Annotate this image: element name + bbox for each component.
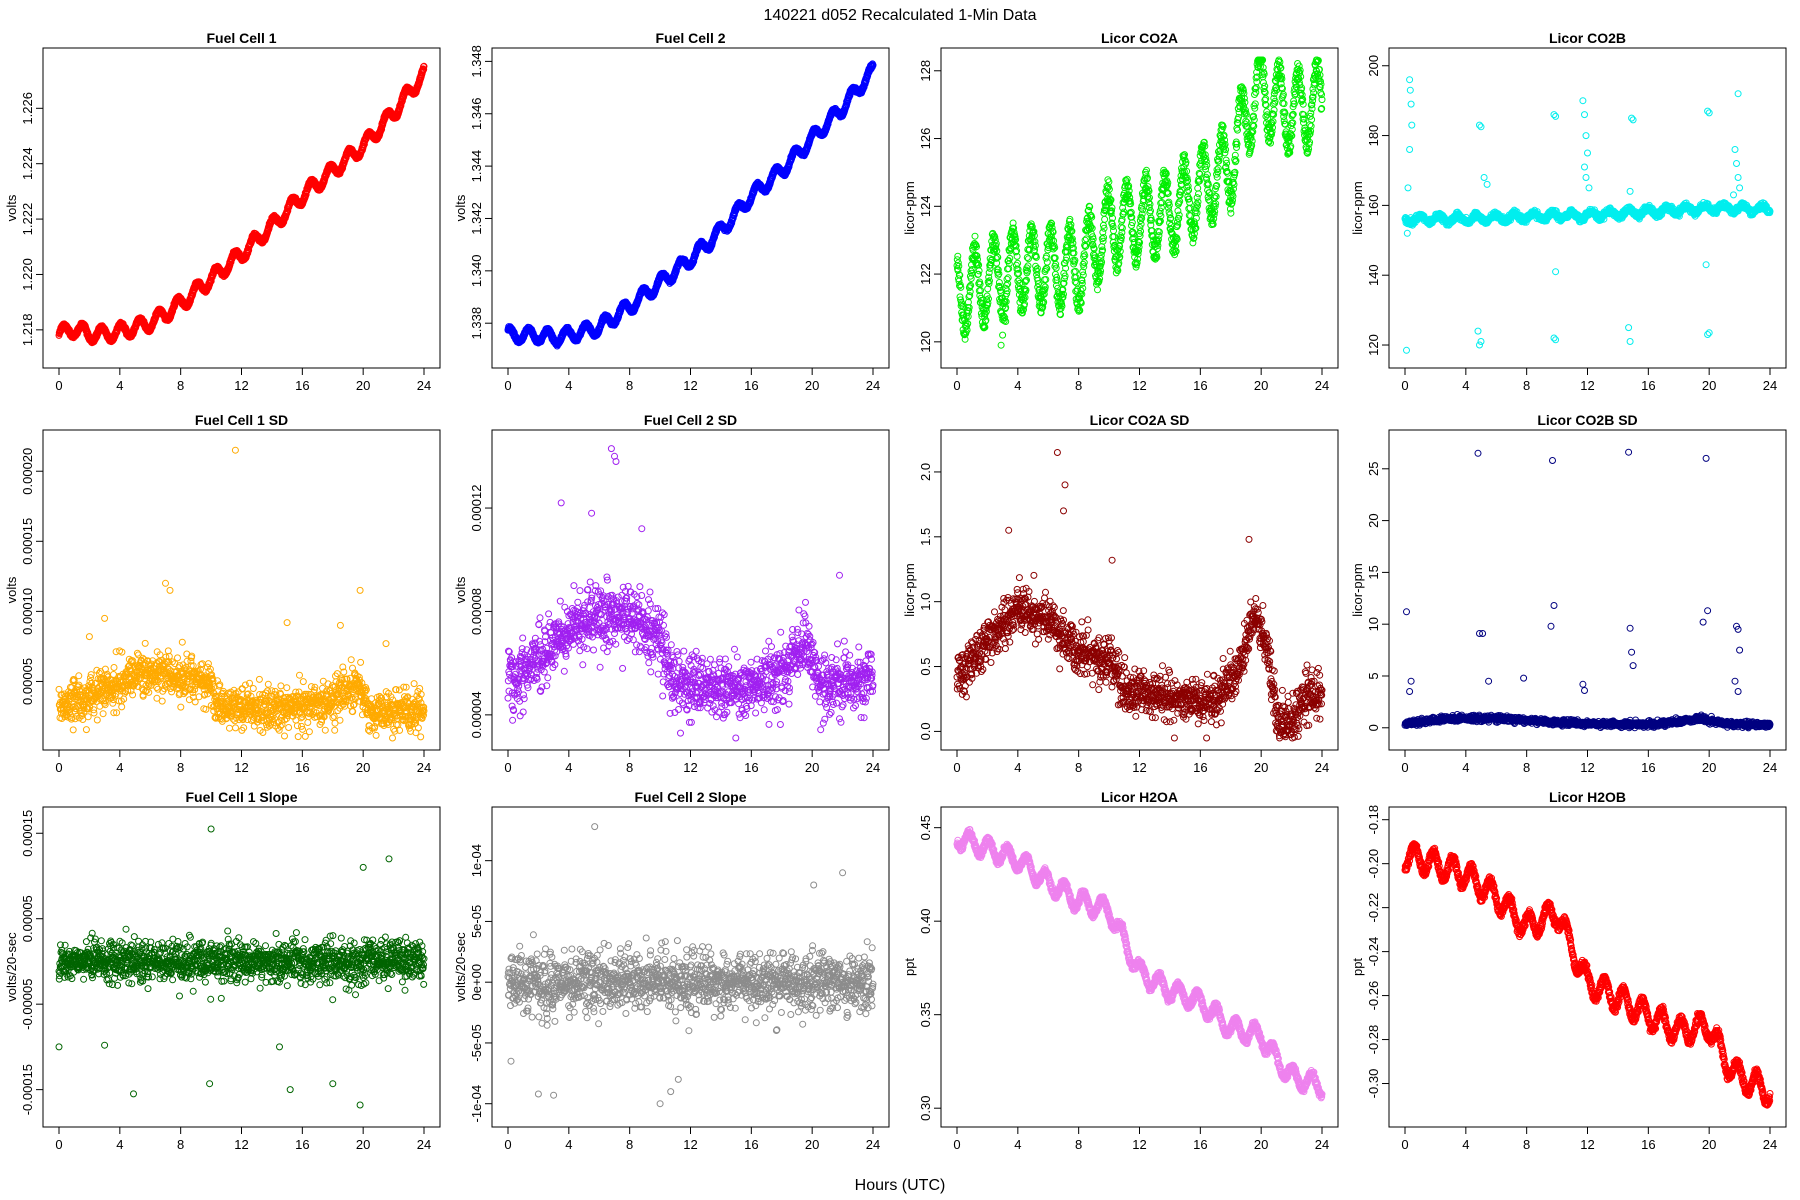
- data-points: [55, 62, 428, 347]
- y-axis-label: volts: [453, 194, 468, 221]
- x-tick-label: 8: [177, 378, 184, 393]
- y-tick-label: 122: [918, 263, 933, 285]
- y-axis: 1.338 1.340 1.342 1.344 1.346 1.348: [469, 45, 492, 339]
- x-tick-label: 24: [417, 378, 431, 393]
- y-tick-label: 1.218: [20, 314, 35, 347]
- data-point: [971, 232, 979, 240]
- data-point: [1251, 100, 1259, 108]
- data-point: [1014, 259, 1022, 267]
- panel-title: Licor CO2B: [1549, 30, 1626, 46]
- data-points: [953, 56, 1326, 349]
- x-tick-label: 0: [504, 378, 511, 393]
- data-point: [1110, 227, 1117, 235]
- y-tick-label: 1.226: [20, 92, 35, 125]
- x-tick-label: 20: [356, 378, 370, 393]
- panel-title: Fuel Cell 2: [655, 30, 725, 46]
- y-tick-label: 1.348: [469, 45, 484, 78]
- x-axis: 0 4 8 12 16 20 24: [55, 367, 431, 393]
- y-axis: 1.218 1.220 1.222 1.224 1.226: [20, 92, 43, 346]
- x-tick-label: 12: [1132, 378, 1146, 393]
- data-point: [1052, 264, 1060, 272]
- data-point: [1194, 184, 1202, 192]
- data-point: [1214, 164, 1222, 172]
- data-point: [999, 331, 1007, 339]
- y-tick-label: 1.338: [469, 307, 484, 340]
- x-tick-label: 16: [1193, 378, 1207, 393]
- y-tick-label: 1.344: [469, 150, 484, 183]
- data-point: [1004, 274, 1012, 282]
- x-tick-label: 0: [55, 378, 62, 393]
- x-tick-label: 4: [116, 378, 123, 393]
- panel-title: Fuel Cell 1: [206, 30, 276, 46]
- y-axis: 120 122 124 126 128: [918, 60, 941, 353]
- y-tick-label: 1.340: [469, 255, 484, 288]
- x-axis: 0 4 8 12 16 20 24: [504, 367, 880, 393]
- y-tick-label: 124: [918, 195, 933, 217]
- x-tick-label: 16: [744, 378, 758, 393]
- panel-title: Licor CO2A: [1101, 30, 1178, 46]
- data-point: [954, 252, 962, 260]
- x-tick-label: 24: [866, 378, 880, 393]
- y-tick-label: 126: [918, 128, 933, 150]
- data-point: [1094, 286, 1101, 294]
- data-point: [1025, 255, 1032, 263]
- y-tick-label: 120: [918, 331, 933, 353]
- x-tick-label: 24: [1315, 378, 1329, 393]
- y-axis-label: licor-ppm: [1350, 181, 1365, 234]
- data-point: [1203, 161, 1211, 169]
- figure-title: 140221 d052 Recalculated 1-Min Data: [763, 7, 1036, 24]
- data-point: [1259, 79, 1267, 87]
- x-tick-label: 12: [234, 378, 248, 393]
- y-tick-label: 1.346: [469, 97, 484, 130]
- data-points: [504, 60, 877, 350]
- data-point: [1143, 166, 1150, 174]
- x-axis: 0 4 8 12 16 20 24: [953, 367, 1329, 393]
- data-points: [1401, 76, 1774, 354]
- data-point: [997, 341, 1005, 349]
- data-point: [1043, 258, 1051, 266]
- x-tick-label: 16: [295, 378, 309, 393]
- x-tick-label: 0: [953, 378, 960, 393]
- y-tick-label: 1.224: [20, 147, 35, 180]
- x-axis-label: Hours (UTC): [855, 1177, 946, 1194]
- data-point: [1101, 215, 1109, 223]
- data-point: [1227, 209, 1235, 217]
- y-tick-label: 1.222: [20, 203, 35, 236]
- plot-frame: [491, 47, 890, 369]
- x-tick-label: 12: [683, 378, 697, 393]
- x-tick-label: 4: [565, 378, 572, 393]
- x-tick-label: 8: [626, 378, 633, 393]
- data-point: [1080, 259, 1088, 267]
- x-tick-label: 4: [1014, 378, 1021, 393]
- data-point: [1174, 207, 1182, 215]
- data-point: [1139, 206, 1147, 214]
- data-point: [1270, 106, 1278, 114]
- x-tick-label: 8: [1075, 378, 1082, 393]
- data-point: [1195, 190, 1202, 198]
- y-axis-label: licor-ppm: [902, 181, 917, 234]
- y-tick-label: 128: [918, 60, 933, 82]
- y-axis-label: volts: [4, 194, 19, 221]
- x-tick-label: 20: [1254, 378, 1268, 393]
- plot-frame: [42, 47, 441, 369]
- data-point: [985, 269, 993, 277]
- x-tick-label: 20: [805, 378, 819, 393]
- y-tick-label: 1.342: [469, 202, 484, 235]
- y-tick-label: 1.220: [20, 258, 35, 291]
